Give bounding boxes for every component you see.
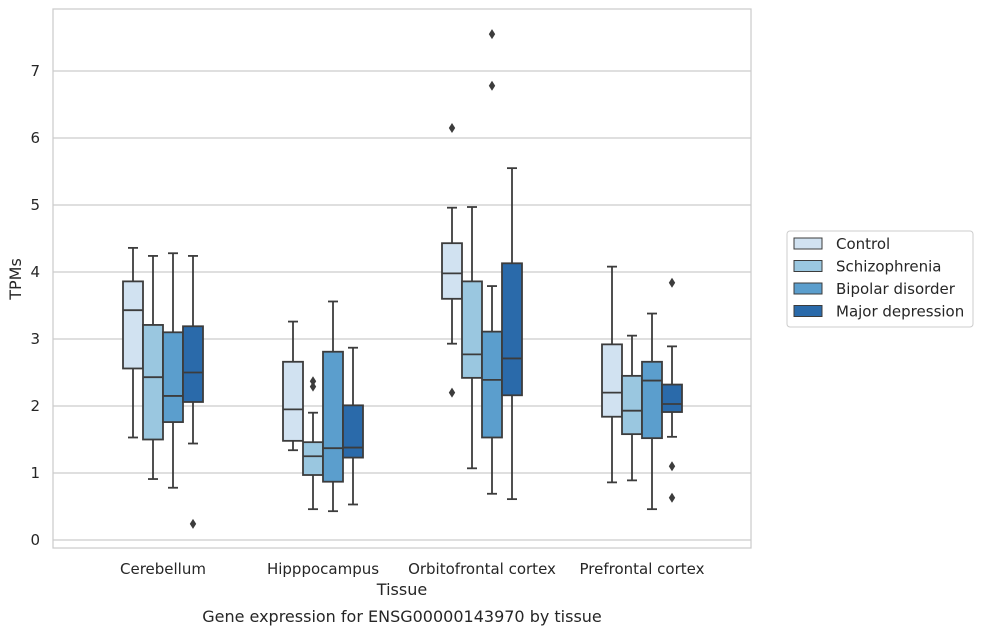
flier-1	[309, 381, 317, 392]
flier-1	[668, 461, 676, 472]
x-tick-labels: Cerebellum Hipppocampus Orbitofrontal cort…	[120, 560, 705, 578]
plot-background	[53, 9, 751, 548]
box-body	[142, 324, 164, 441]
y-tick-label-1: 1	[30, 464, 40, 482]
box-3-3	[661, 277, 683, 503]
plot-frame	[52, 8, 752, 549]
box-0-1	[282, 320, 304, 452]
box-body	[122, 280, 144, 370]
y-tick-label-6: 6	[30, 129, 40, 147]
flier-1	[488, 80, 496, 91]
legend-label-0: Control	[836, 235, 890, 253]
flier-0	[488, 29, 496, 40]
box-0-3	[601, 265, 623, 484]
y-tick-label-3: 3	[30, 330, 40, 348]
x-axis-label: Tissue	[376, 580, 427, 599]
chart-caption: Gene expression for ENSG00000143970 by t…	[202, 607, 602, 626]
box-3-2	[501, 167, 523, 501]
box-0-0	[122, 246, 144, 439]
box-body	[621, 374, 643, 436]
x-tick-label-2: Orbitofrontal cortex	[408, 560, 556, 578]
y-tick-label-7: 7	[30, 62, 40, 80]
box-3-0	[182, 255, 204, 529]
flier-0	[309, 376, 317, 387]
legend: Control Schizophrenia Bipolar disorder Majo…	[786, 230, 974, 328]
y-tick-label-5: 5	[30, 196, 40, 214]
y-tick-label-4: 4	[30, 263, 40, 281]
x-tick-label-1: Hipppocampus	[267, 560, 379, 578]
box-body	[461, 280, 483, 379]
box-body	[501, 262, 523, 397]
box-body	[162, 331, 184, 423]
legend-swatch-1	[793, 260, 823, 272]
legend-swatch-3	[793, 305, 823, 317]
box-body	[481, 330, 503, 439]
flier-0	[448, 122, 456, 133]
legend-frame	[786, 230, 974, 328]
x-tick-label-0: Cerebellum	[120, 560, 206, 578]
box-body	[282, 360, 304, 442]
legend-swatch-2	[793, 282, 823, 295]
box-1-2	[461, 206, 483, 470]
box-body	[302, 441, 324, 476]
box-0-2	[441, 122, 463, 398]
box-body	[641, 360, 663, 440]
box-3-1	[342, 346, 364, 506]
box-2-3	[641, 312, 663, 511]
box-body	[342, 404, 364, 459]
flier-0	[668, 277, 676, 288]
legend-swatch-0	[793, 237, 823, 250]
box-body	[182, 325, 204, 403]
legend-label-2: Bipolar disorder	[836, 280, 956, 298]
boxes-layer	[122, 29, 683, 529]
box-body	[441, 242, 463, 300]
flier-2	[668, 492, 676, 503]
y-tick-label-2: 2	[30, 397, 40, 415]
flier-1	[448, 387, 456, 398]
box-body	[661, 383, 683, 413]
legend-label-1: Schizophrenia	[836, 258, 941, 276]
y-tick-label-0: 0	[30, 531, 40, 549]
y-axis-label: TPMs	[6, 258, 25, 301]
box-body	[601, 343, 623, 418]
box-body	[322, 350, 344, 483]
flier-0	[189, 518, 197, 529]
legend-label-3: Major depression	[836, 303, 964, 321]
box-2-2	[481, 29, 503, 495]
x-tick-label-3: Prefrontal cortex	[580, 560, 705, 578]
y-tick-labels: 0 1 2 3 4 5 6 7	[30, 62, 40, 549]
